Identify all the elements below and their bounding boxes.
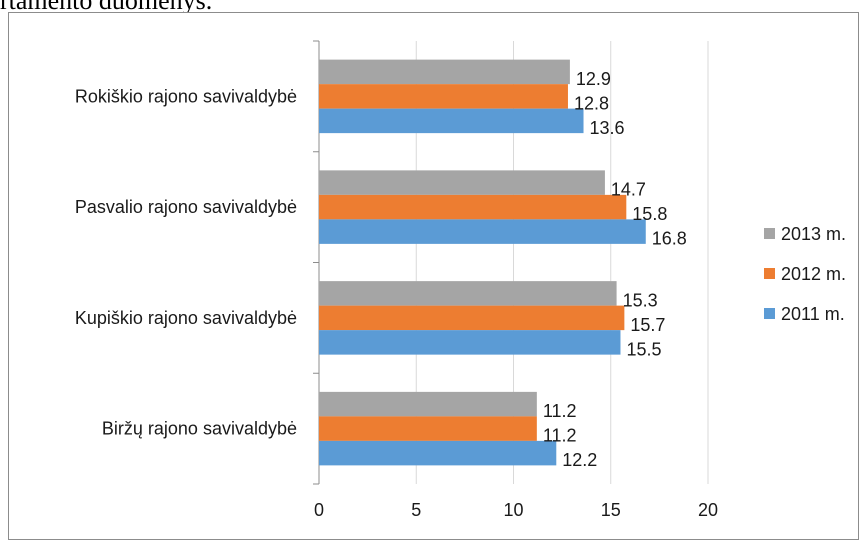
tick-label: 10: [503, 500, 523, 520]
category-label: Rokiškio rajono savivaldybė: [75, 86, 297, 106]
data-label: 15.5: [626, 339, 661, 359]
legend-label: 2013 m.: [781, 224, 846, 244]
tick-label: 0: [314, 500, 324, 520]
data-label: 11.2: [543, 401, 577, 421]
bar: [319, 391, 537, 417]
legend-label: 2012 m.: [781, 264, 846, 284]
category-label: Kupiškio rajono savivaldybė: [75, 308, 297, 328]
tick-label: 20: [698, 500, 718, 520]
data-label: 12.8: [574, 93, 609, 113]
bar: [319, 59, 570, 85]
value-axis: [313, 40, 320, 485]
category-label: Pasvalio rajono savivaldybė: [75, 197, 297, 217]
tick-labels: 0 5 10 15 20: [314, 500, 718, 520]
data-labels: 11.2 11.2 12.2 15.3 15.7 15.5 14.7 15.8 16.8 12.9…: [543, 69, 687, 470]
bar: [319, 108, 584, 134]
bar: [319, 170, 605, 195]
data-label: 15.3: [623, 290, 658, 310]
legend-label: 2011 m.: [781, 304, 845, 324]
data-label: 12.9: [576, 69, 611, 89]
legend: 2013 m. 2012 m. 2011 m.: [764, 224, 846, 324]
legend-swatch: [764, 228, 775, 239]
partial-caption-text: rtamento duomenys.: [0, 0, 213, 15]
legend-swatch: [764, 268, 775, 279]
bar: [319, 84, 568, 109]
data-label: 11.2: [543, 426, 577, 446]
bar: [319, 330, 621, 355]
data-label: 12.2: [562, 450, 597, 470]
tick-label: 5: [411, 500, 421, 520]
bar: [319, 219, 646, 244]
bars: [319, 59, 646, 466]
tick-label: 15: [601, 500, 621, 520]
bar: [319, 305, 625, 331]
data-label: 15.7: [630, 315, 665, 335]
data-label: 14.7: [611, 180, 646, 200]
bar: [319, 281, 617, 306]
data-label: 15.8: [632, 204, 667, 224]
bar: [319, 440, 557, 466]
data-label: 13.6: [590, 118, 625, 138]
category-labels: Biržų rajono savivaldybė Kupiškio rajono …: [75, 86, 297, 438]
bar: [319, 416, 537, 441]
bar: [319, 194, 627, 220]
category-label: Biržų rajono savivaldybė: [102, 419, 297, 439]
legend-swatch: [764, 308, 775, 319]
data-label: 16.8: [652, 229, 687, 249]
